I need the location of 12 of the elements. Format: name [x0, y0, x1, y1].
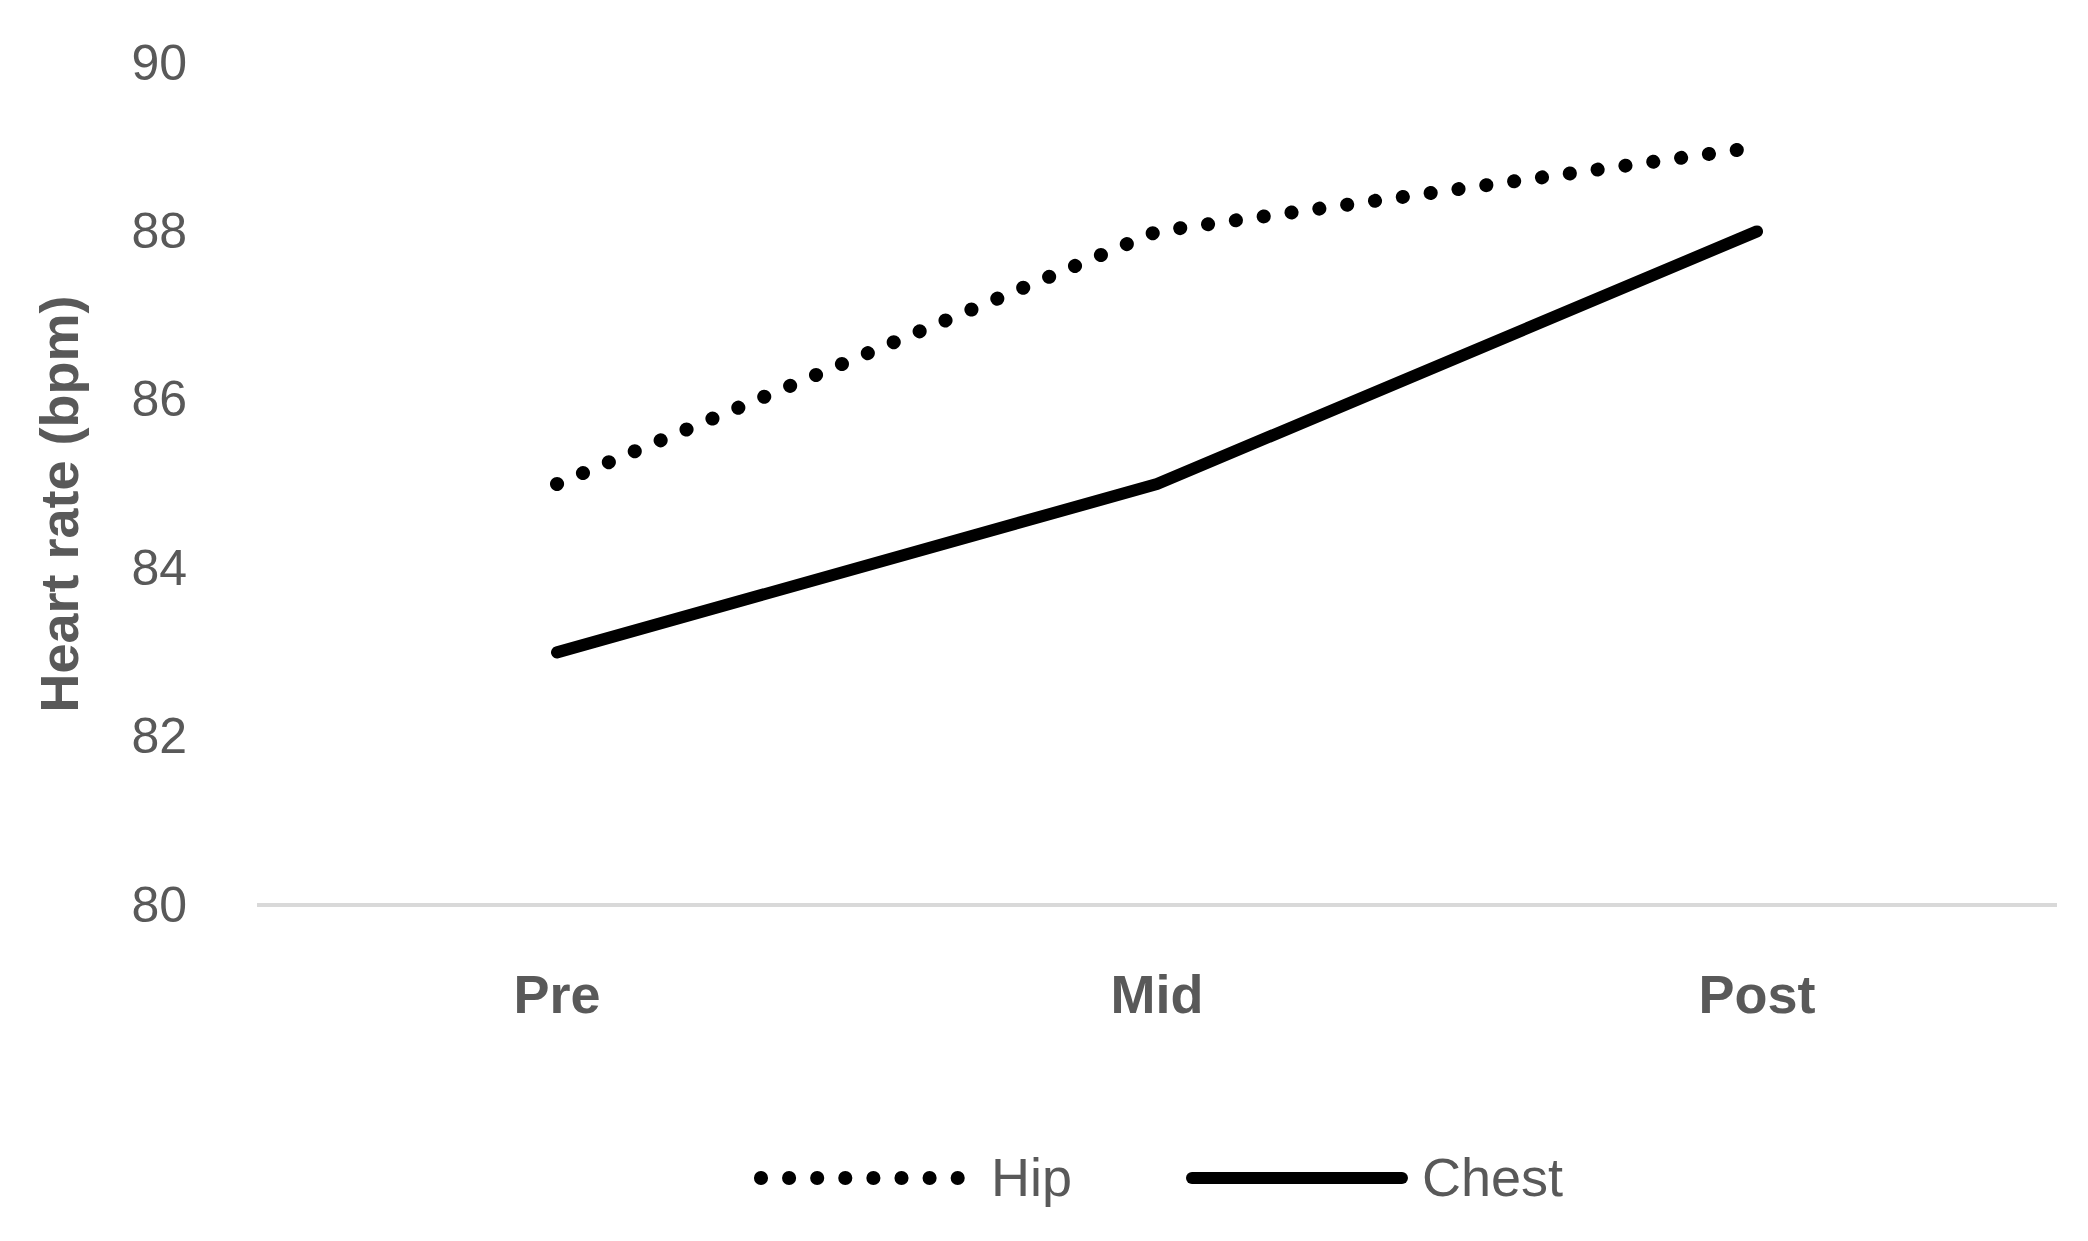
x-tick-label: Mid: [1110, 964, 1204, 1025]
x-tick-label: Pre: [513, 964, 601, 1025]
y-tick-label: 88: [131, 202, 187, 259]
y-tick-label: 86: [131, 371, 187, 428]
x-tick-label: Post: [1698, 964, 1816, 1025]
legend-label: Chest: [1421, 1147, 1564, 1207]
y-axis-title: Heart rate (bpm): [29, 295, 89, 713]
y-tick-label: 82: [131, 708, 187, 765]
y-tick-label: 90: [131, 34, 187, 91]
y-tick-label: 80: [131, 876, 187, 933]
legend-label: Hip: [990, 1147, 1072, 1207]
y-tick-label: 84: [131, 539, 187, 596]
